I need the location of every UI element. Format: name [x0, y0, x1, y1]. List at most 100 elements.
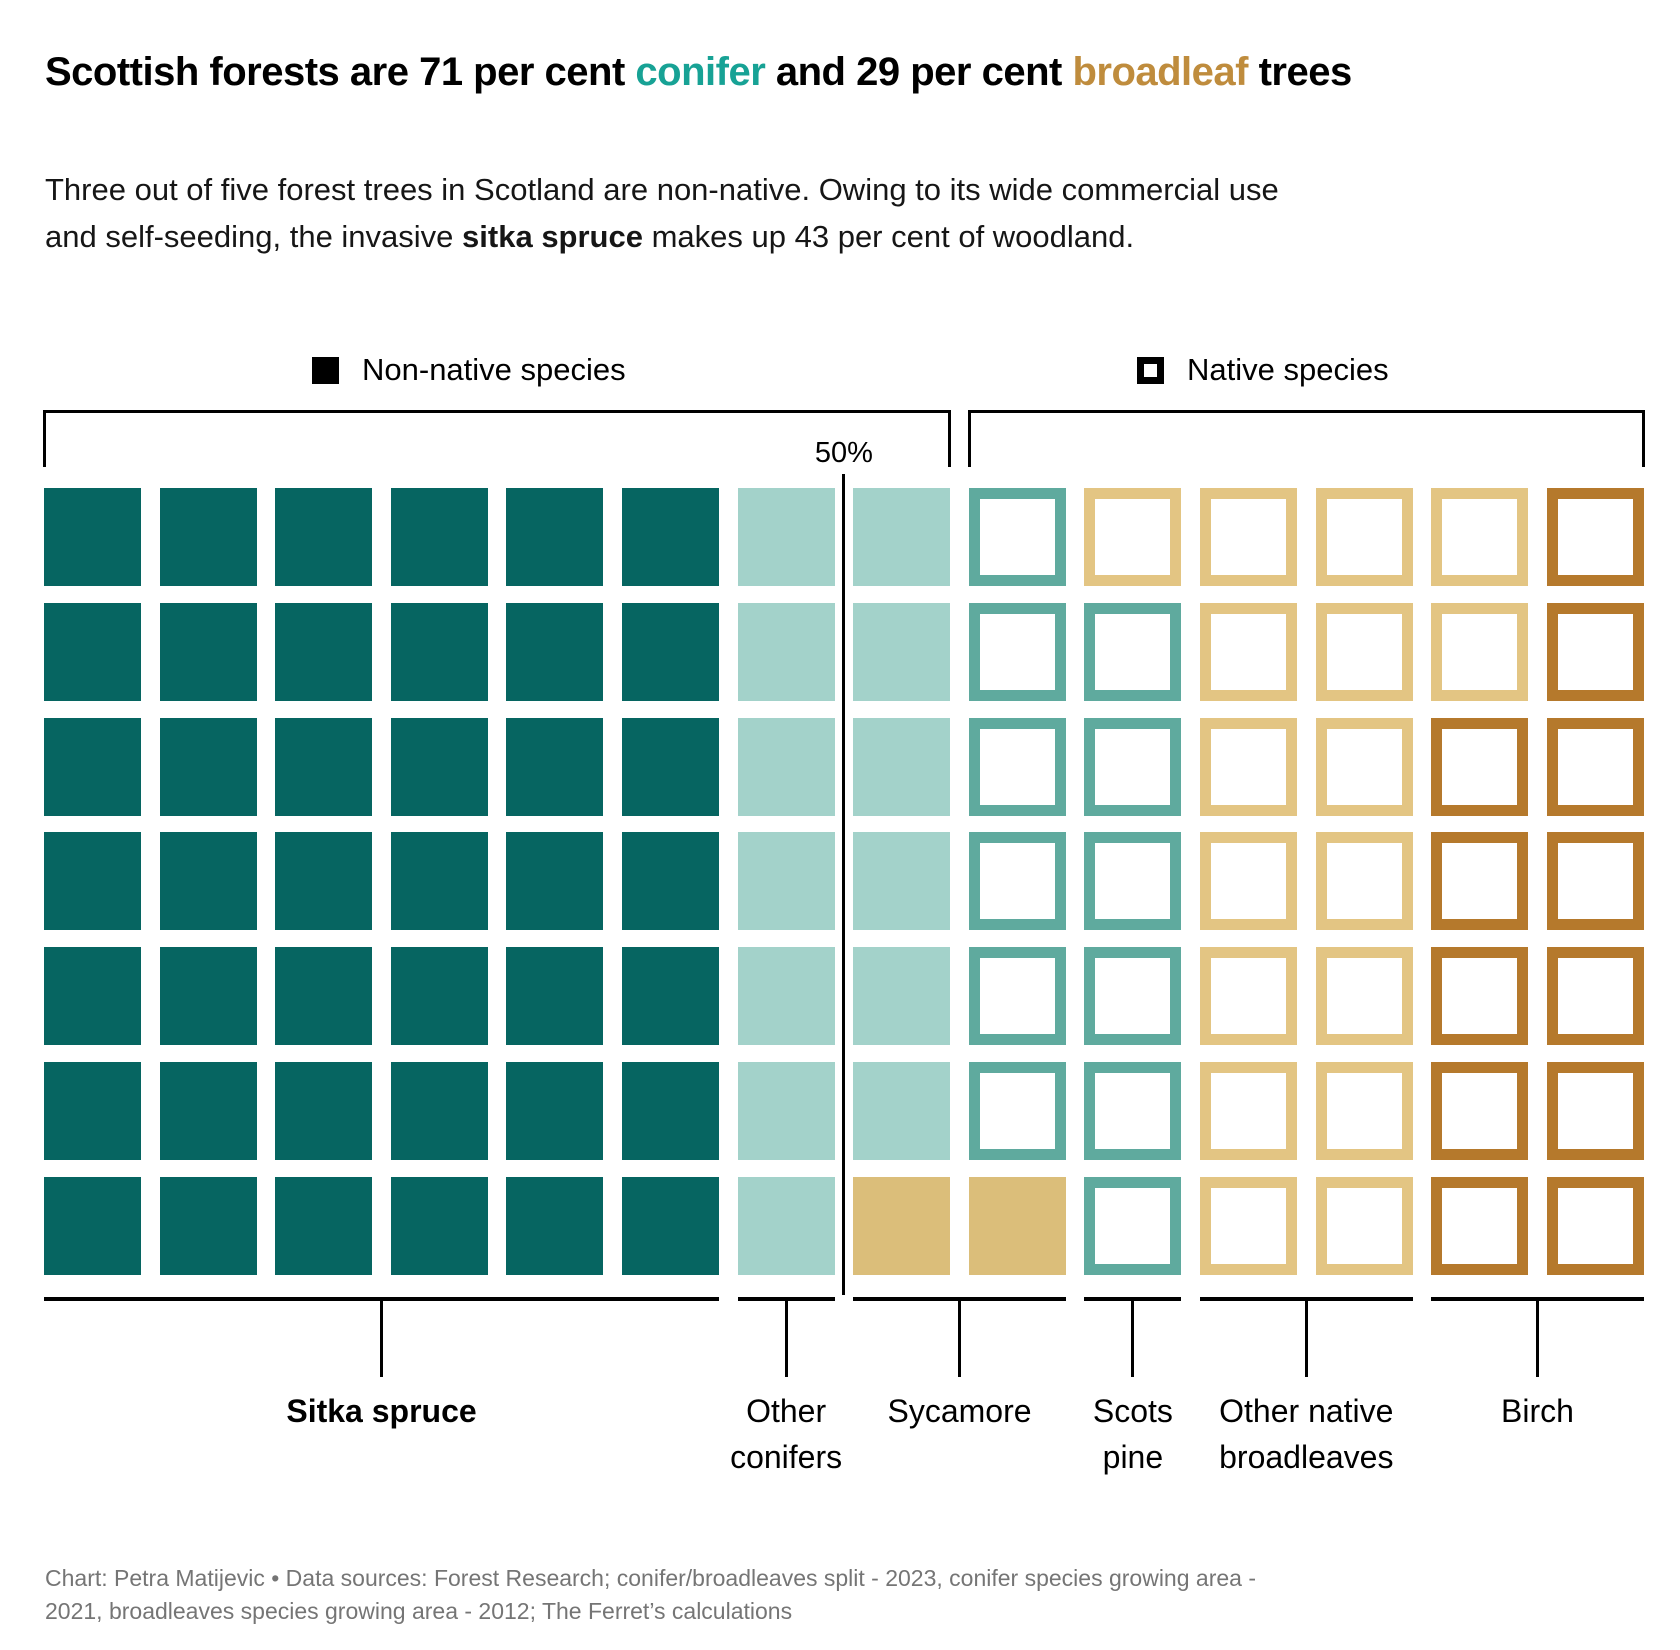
waffle-cell-sitka-spruce — [275, 1062, 373, 1160]
waffle-cell-other-conifers — [853, 602, 951, 701]
legend-non-native: Non-native species — [312, 352, 626, 388]
title-text-3: trees — [1247, 50, 1353, 94]
waffle-cell-sitka-spruce — [506, 832, 604, 931]
subtitle-line2-pre: and self-seeding, the invasive — [45, 219, 463, 254]
waffle-cell-other-conifers — [853, 717, 951, 816]
waffle-cell-other-native-broadleaves — [1200, 947, 1297, 1046]
species-label-line: Other — [746, 1393, 827, 1429]
waffle-cell-birch — [1431, 947, 1529, 1046]
species-tick-birch — [1536, 1297, 1539, 1377]
waffle-cell-scots-pine — [968, 488, 1066, 586]
page-title: Scottish forests are 71 per cent conifer… — [45, 50, 1352, 95]
waffle-cell-sitka-spruce — [622, 717, 719, 816]
waffle-cell-sitka-spruce — [390, 1176, 488, 1275]
bracket-native-species — [967, 410, 1645, 467]
waffle-cell-sitka-spruce — [44, 1062, 141, 1160]
species-label-scots-pine: Scots pine — [1093, 1388, 1173, 1480]
waffle-cell-birch — [1546, 832, 1644, 931]
waffle-cell-sitka-spruce — [159, 488, 257, 586]
waffle-cell-scots-pine — [1084, 832, 1182, 931]
waffle-cell-birch — [1546, 602, 1644, 701]
waffle-cell-sitka-spruce — [44, 947, 141, 1046]
waffle-cell-other-native-broadleaves — [1315, 602, 1413, 701]
footer-line-2: 2021, broadleaves species growing area -… — [45, 1598, 793, 1624]
waffle-cell-other-native-broadleaves — [1431, 602, 1529, 701]
native-legend-swatch-icon — [1137, 356, 1164, 384]
waffle-cell-sitka-spruce — [622, 947, 719, 1046]
waffle-cell-other-native-broadleaves — [1200, 1062, 1297, 1160]
waffle-cell-scots-pine — [968, 947, 1066, 1046]
waffle-cell-sitka-spruce — [390, 717, 488, 816]
waffle-cell-sitka-spruce — [159, 947, 257, 1046]
waffle-cell-sitka-spruce — [275, 717, 373, 816]
waffle-cell-other-conifers — [737, 602, 835, 701]
subtitle: Three out of five forest trees in Scotla… — [45, 166, 1279, 260]
bracket-non-native-species — [43, 410, 952, 467]
species-label-sitka-spruce: Sitka spruce — [286, 1388, 476, 1434]
waffle-cell-sitka-spruce — [390, 832, 488, 931]
waffle-cell-sitka-spruce — [275, 1176, 373, 1275]
species-label-line: broadleaves — [1219, 1439, 1394, 1475]
waffle-cell-other-native-broadleaves — [1315, 947, 1413, 1046]
waffle-cell-sitka-spruce — [275, 602, 373, 701]
waffle-cell-other-native-broadleaves — [1431, 488, 1529, 586]
waffle-cell-sitka-spruce — [44, 717, 141, 816]
waffle-cell-sitka-spruce — [275, 832, 373, 931]
footer-credit: Chart: Petra Matijevic • Data sources: F… — [45, 1562, 1256, 1628]
species-label-line: conifers — [730, 1439, 843, 1475]
waffle-cell-sitka-spruce — [159, 1062, 257, 1160]
waffle-cell-birch — [1431, 717, 1529, 816]
waffle-cell-other-conifers — [737, 1062, 835, 1160]
waffle-cell-sitka-spruce — [622, 1176, 719, 1275]
waffle-cell-other-conifers — [853, 488, 951, 586]
waffle-cell-sycamore — [968, 1176, 1066, 1275]
non-native-legend-swatch-icon — [312, 356, 339, 384]
waffle-cell-scots-pine — [1084, 717, 1182, 816]
waffle-cell-birch — [1546, 947, 1644, 1046]
waffle-cell-sitka-spruce — [506, 488, 604, 586]
subtitle-line2-post: makes up 43 per cent of woodland. — [642, 219, 1135, 254]
waffle-cell-sitka-spruce — [506, 1176, 604, 1275]
title-broadleaf-highlight: broadleaf — [1072, 50, 1248, 94]
waffle-cell-scots-pine — [1084, 947, 1182, 1046]
waffle-cell-other-native-broadleaves — [1315, 488, 1413, 586]
waffle-cell-scots-pine — [1084, 602, 1182, 701]
waffle-cell-sitka-spruce — [44, 832, 141, 931]
waffle-cell-birch — [1546, 1062, 1644, 1160]
waffle-cell-scots-pine — [968, 832, 1066, 931]
waffle-cell-scots-pine — [1084, 1176, 1182, 1275]
waffle-cell-other-native-broadleaves — [1084, 488, 1182, 586]
species-label-line: Birch — [1501, 1393, 1574, 1429]
species-label-birch: Birch — [1501, 1388, 1574, 1434]
subtitle-line-1: Three out of five forest trees in Scotla… — [45, 172, 1279, 207]
waffle-cell-sitka-spruce — [275, 488, 373, 586]
species-tick-other-conifers — [784, 1297, 788, 1377]
waffle-cell-sitka-spruce — [159, 602, 257, 701]
fifty-percent-line — [842, 474, 846, 1295]
waffle-cell-other-native-broadleaves — [1315, 717, 1413, 816]
waffle-cell-other-native-broadleaves — [1200, 832, 1297, 931]
waffle-cell-other-native-broadleaves — [1200, 717, 1297, 816]
waffle-cell-sitka-spruce — [44, 1176, 141, 1275]
waffle-cell-other-native-broadleaves — [1200, 488, 1297, 586]
waffle-cell-sitka-spruce — [44, 488, 141, 586]
waffle-cell-other-native-broadleaves — [1200, 1176, 1297, 1275]
waffle-cell-other-conifers — [737, 717, 835, 816]
legend-native: Native species — [1137, 352, 1389, 388]
species-tick-sitka-spruce — [380, 1297, 383, 1377]
waffle-cell-birch — [1431, 1176, 1529, 1275]
waffle-cell-sitka-spruce — [506, 1062, 604, 1160]
waffle-cell-other-native-broadleaves — [1315, 1062, 1413, 1160]
waffle-cell-sitka-spruce — [622, 832, 719, 931]
waffle-cell-other-conifers — [853, 832, 951, 931]
waffle-cell-other-conifers — [737, 832, 835, 931]
species-label-line: Sitka spruce — [286, 1393, 477, 1429]
waffle-cell-sitka-spruce — [506, 717, 604, 816]
waffle-cell-sitka-spruce — [506, 947, 604, 1046]
species-tick-other-native-broadleaves — [1304, 1297, 1308, 1377]
waffle-cell-other-native-broadleaves — [1200, 602, 1297, 701]
waffle-cell-sitka-spruce — [44, 602, 141, 701]
waffle-cell-sitka-spruce — [390, 947, 488, 1046]
waffle-cell-birch — [1431, 832, 1529, 931]
